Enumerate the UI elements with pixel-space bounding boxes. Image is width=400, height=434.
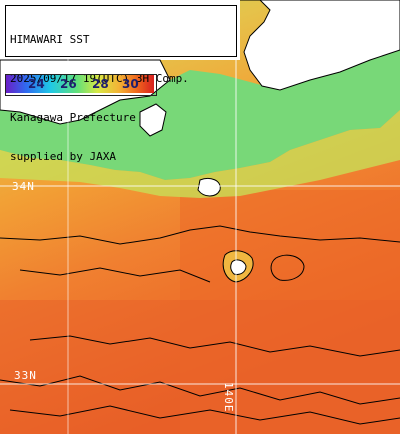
front-contour-2 — [19, 267, 211, 283]
land-cape — [139, 103, 167, 137]
front-contour-4 — [0, 375, 400, 405]
islet — [197, 177, 221, 197]
land-mass-north — [0, 0, 400, 91]
eddy-contour — [270, 254, 305, 281]
front-contour-3 — [29, 335, 400, 357]
info-title: HIMAWARI SST — [10, 33, 90, 46]
legend-color-bar — [6, 75, 154, 93]
info-source: supplied by JAXA — [10, 150, 116, 163]
grid-label-33n: 33N — [14, 369, 37, 382]
map-info-box: HIMAWARI SST 2025/09/17 19(UTC) 3H Comp.… — [5, 5, 237, 163]
grid-label-140e: 140E — [222, 382, 235, 413]
transition-band — [0, 110, 400, 198]
legend-tick-24: 24 — [28, 77, 45, 91]
grid-label-34n: 34N — [12, 180, 35, 193]
legend-tick-30: 30 — [122, 77, 139, 91]
warm-water-south — [0, 300, 400, 434]
info-region: Kanagawa Prefecture — [10, 111, 136, 124]
cool-water-band — [0, 50, 400, 180]
front-contour-5 — [9, 405, 400, 425]
legend-tick-26: 26 — [60, 77, 77, 91]
legend-tick-28: 28 — [92, 77, 109, 91]
front-contour-1 — [0, 225, 400, 245]
info-date: 2025/09/17 19(UTC) 3H Comp. — [10, 72, 189, 85]
temperature-legend: 24 26 28 30 — [5, 74, 157, 96]
island — [230, 259, 247, 275]
